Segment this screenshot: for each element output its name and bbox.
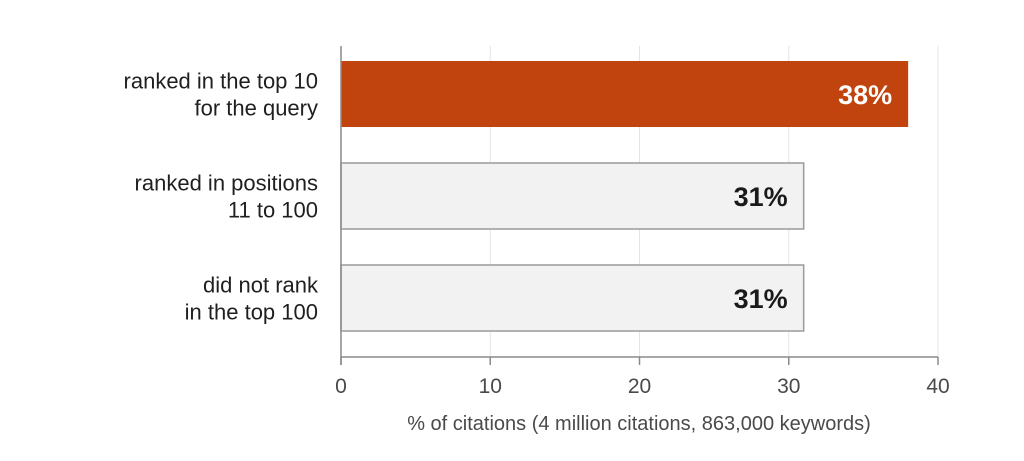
data-label-2: 31% [734, 284, 788, 314]
bar-1 [340, 162, 805, 230]
category-label-2: did not rank in the top 100 [185, 273, 319, 325]
category-label-2-line-0: did not rank [203, 273, 319, 298]
category-label-1: ranked in positions 11 to 100 [135, 171, 318, 223]
data-label-0: 38% [838, 80, 892, 110]
x-axis: 0 10 20 30 40 [335, 46, 950, 398]
category-label-1-line-0: ranked in positions [135, 171, 318, 196]
bar-0 [341, 61, 909, 127]
x-axis-label: % of citations (4 million citations, 863… [407, 413, 871, 435]
x-tick-label-40: 40 [926, 375, 949, 398]
bars: 38% 31% 31% [340, 61, 909, 332]
x-tick-label-0: 0 [335, 375, 347, 398]
category-labels: ranked in the top 10 for the queryranked … [124, 69, 319, 325]
bar-2 [340, 264, 805, 332]
category-label-0-line-1: for the query [194, 96, 318, 121]
x-tick-label-30: 30 [777, 375, 800, 398]
data-label-1: 31% [734, 182, 788, 212]
category-label-2-line-1: in the top 100 [185, 300, 318, 325]
x-tick-label-10: 10 [479, 375, 502, 398]
category-label-1-line-1: 11 to 100 [228, 198, 318, 223]
x-tick-label-20: 20 [628, 375, 651, 398]
category-label-0-line-0: ranked in the top 10 [124, 69, 318, 94]
category-label-0: ranked in the top 10 for the query [124, 69, 318, 121]
